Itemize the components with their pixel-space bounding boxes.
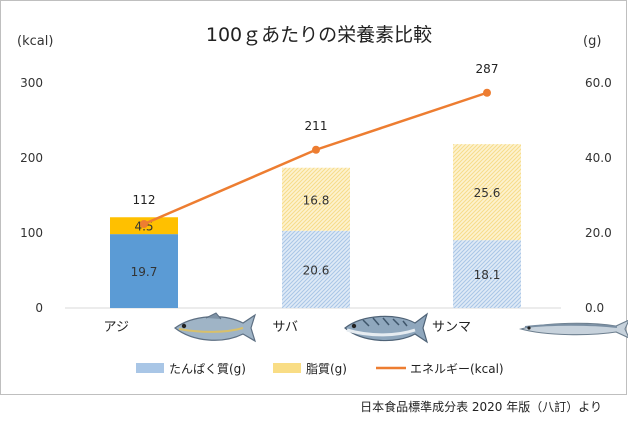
right-tick-label: 20.0	[585, 226, 612, 240]
left-axis-unit: (kcal)	[17, 34, 53, 49]
energy-data-label: 211	[305, 119, 328, 133]
bar-series: 19.74.520.616.818.125.6	[110, 144, 521, 308]
left-tick-label: 300	[20, 76, 43, 90]
right-tick-label: 0.0	[585, 301, 604, 315]
left-tick-label: 200	[20, 151, 43, 165]
protein-bar	[453, 240, 521, 308]
protein-bar	[110, 234, 178, 308]
energy-line-series: 112 211 287	[133, 62, 499, 228]
energy-data-label: 287	[476, 62, 499, 76]
chart-title: 100ｇあたりの栄養素比較	[206, 24, 432, 46]
legend-swatch-fat	[273, 363, 301, 373]
fat-bar	[453, 144, 521, 241]
nutrition-chart: 100ｇあたりの栄養素比較 (kcal) (g) 0 100 200 300 0.0 2…	[17, 24, 631, 376]
protein-data-label: 20.6	[303, 263, 330, 277]
legend-label-fat: 脂質(g)	[306, 361, 347, 376]
right-axis-unit: (g)	[583, 34, 601, 49]
right-tick-label: 60.0	[585, 76, 612, 90]
category-label: アジ	[104, 320, 129, 335]
energy-point	[483, 88, 491, 97]
chart-frame: 100ｇあたりの栄養素比較 (kcal) (g) 0 100 200 300 0.0 2…	[0, 0, 631, 395]
energy-data-label: 112	[133, 193, 156, 207]
left-tick-label: 0	[35, 301, 43, 315]
fat-data-label: 25.6	[474, 186, 501, 200]
category-label: サバ	[273, 320, 298, 335]
source-note: 日本食品標準成分表 2020 年版（八訂）より	[360, 400, 602, 414]
protein-data-label: 18.1	[474, 268, 501, 282]
legend: たんぱく質(g) 脂質(g) エネルギー(kcal)	[136, 361, 504, 376]
sanma-fish-icon	[518, 318, 631, 340]
saba-fish-icon	[344, 312, 429, 344]
category-label: サンマ	[432, 320, 471, 335]
legend-label-protein: たんぱく質(g)	[169, 361, 246, 376]
protein-data-label: 19.7	[131, 265, 158, 279]
energy-point	[140, 220, 148, 228]
fat-data-label: 16.8	[303, 193, 330, 207]
aji-fish-icon	[173, 312, 257, 343]
left-tick-label: 100	[20, 226, 43, 240]
right-axis: 0.0 20.0 40.0 60.0	[585, 76, 612, 315]
legend-label-energy: エネルギー(kcal)	[410, 362, 504, 376]
energy-point	[312, 145, 320, 154]
protein-bar	[282, 230, 350, 308]
fat-bar	[282, 167, 350, 231]
left-axis: 0 100 200 300	[20, 76, 43, 315]
legend-swatch-protein	[136, 363, 164, 373]
right-tick-label: 40.0	[585, 151, 612, 165]
category-labels: アジ サバ サンマ	[104, 320, 471, 335]
